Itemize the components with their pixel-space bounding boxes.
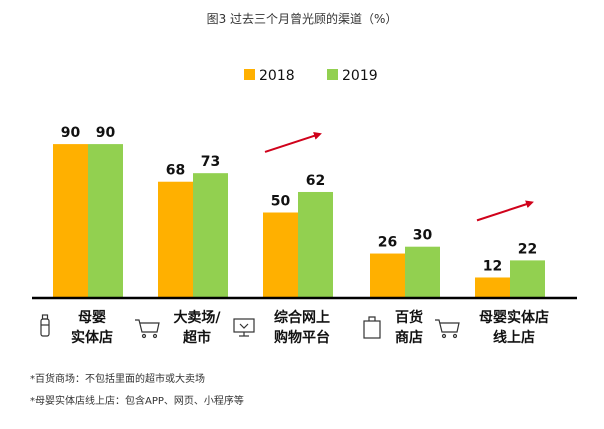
bar-2019-3 [405, 246, 440, 298]
footnote-department-store: *百货商场：不包括里面的超市或大卖场 [30, 374, 205, 385]
category-label-0-line-0: 母婴 [78, 309, 106, 326]
category-label-1-line-0: 大卖场/ [173, 309, 221, 326]
bar-2019-0 [88, 144, 123, 298]
computer-icon [233, 318, 255, 337]
trend-arrow-1 [476, 200, 534, 222]
bars [53, 144, 545, 298]
value-label-2019-2: 62 [306, 173, 325, 189]
bar-2018-4 [475, 277, 510, 298]
cart-icon [135, 319, 160, 339]
bar-2018-2 [263, 212, 298, 298]
cart-icon [435, 319, 460, 339]
value-label-2019-3: 30 [413, 228, 433, 244]
trend-arrow-0 [264, 132, 322, 153]
category-label-2-line-0: 综合网上 [274, 309, 330, 326]
category-label-1-line-1: 超市 [182, 329, 211, 346]
category-label-2-line-1: 购物平台 [274, 329, 330, 346]
value-label-2018-0: 90 [61, 125, 81, 141]
footnote-online-store: *母婴实体店线上店：包含APP、网页、小程序等 [30, 396, 244, 407]
value-label-2018-1: 68 [166, 163, 185, 179]
value-label-2018-2: 50 [271, 194, 291, 210]
legend: 2018 2019 [244, 68, 378, 84]
chart-title: 图3 过去三个月曾光顾的渠道（%） [206, 12, 398, 26]
category-label-3-line-1: 商店 [395, 329, 423, 346]
bar-2018-0 [53, 144, 88, 298]
value-label-2019-4: 22 [518, 241, 537, 257]
bar-2018-1 [158, 181, 193, 298]
bottle-icon [40, 314, 50, 337]
bar-2019-1 [193, 173, 228, 298]
value-label-2018-3: 26 [378, 235, 397, 251]
value-label-2018-4: 12 [483, 258, 502, 274]
category-label-4-line-0: 母婴实体店 [479, 309, 549, 326]
legend-swatch-2018 [244, 69, 255, 80]
category-label-3-line-0: 百货 [395, 309, 423, 326]
bar-2019-2 [298, 191, 333, 298]
legend-swatch-2019 [327, 69, 338, 80]
value-label-2019-0: 90 [96, 125, 116, 141]
bar-2018-3 [370, 253, 405, 298]
category-label-4-line-1: 线上店 [493, 329, 535, 346]
category-label-0-line-1: 实体店 [71, 329, 113, 346]
bar-2019-4 [510, 260, 545, 298]
value-labels: 90 68 50 26 12 90 73 62 30 22 [61, 125, 537, 274]
value-label-2019-1: 73 [201, 154, 220, 170]
bag-icon [363, 316, 381, 339]
legend-label-2018: 2018 [259, 68, 295, 84]
legend-label-2019: 2019 [342, 68, 378, 84]
trend-arrows [264, 132, 534, 222]
